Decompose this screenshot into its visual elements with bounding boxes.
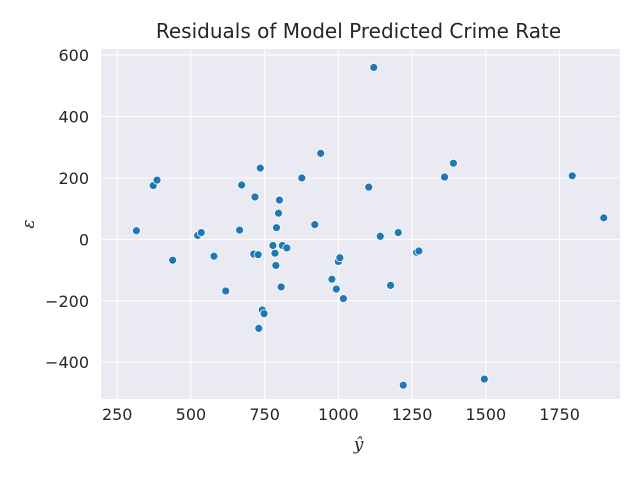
data-point bbox=[274, 208, 283, 218]
data-point bbox=[196, 228, 206, 237]
data-point bbox=[270, 248, 280, 258]
data-point bbox=[168, 255, 178, 265]
x-tick-label: 1000 bbox=[318, 405, 359, 424]
data-point bbox=[440, 172, 449, 182]
data-point bbox=[235, 225, 244, 235]
data-point bbox=[255, 163, 265, 173]
x-tick-labels: 250 500 750 1000 1250 1500 1750 bbox=[102, 405, 580, 424]
data-point bbox=[479, 374, 489, 384]
data-point bbox=[599, 213, 609, 223]
data-point bbox=[335, 253, 345, 263]
data-point bbox=[375, 231, 385, 241]
y-tick-labels: −400 −200 0 200 400 600 bbox=[45, 46, 89, 372]
data-point bbox=[310, 220, 320, 230]
data-point bbox=[567, 171, 577, 181]
plot-area bbox=[101, 49, 620, 399]
data-point bbox=[275, 195, 284, 205]
y-tick-label: −200 bbox=[45, 292, 89, 311]
x-tick-label: 1250 bbox=[392, 405, 433, 424]
y-axis-label: ε bbox=[19, 219, 39, 228]
data-point bbox=[221, 286, 231, 296]
x-tick-label: 500 bbox=[176, 405, 207, 424]
data-point bbox=[386, 281, 395, 290]
data-point bbox=[338, 294, 348, 304]
data-point bbox=[152, 175, 162, 185]
y-tick-label: 200 bbox=[58, 169, 89, 188]
data-point bbox=[268, 241, 278, 250]
data-points bbox=[131, 63, 609, 390]
y-tick-label: 0 bbox=[79, 230, 89, 249]
data-point bbox=[259, 309, 269, 319]
data-point bbox=[209, 251, 219, 261]
grid-lines bbox=[101, 49, 620, 399]
data-point bbox=[414, 246, 424, 256]
data-point bbox=[254, 323, 264, 333]
data-point bbox=[237, 180, 247, 190]
chart-title: Residuals of Model Predicted Crime Rate bbox=[156, 19, 561, 43]
data-point bbox=[271, 261, 281, 270]
y-tick-label: 400 bbox=[58, 108, 89, 127]
data-point bbox=[369, 63, 379, 72]
data-point bbox=[393, 228, 403, 237]
y-tick-label: −400 bbox=[45, 353, 89, 372]
x-axis-label: ŷ bbox=[353, 435, 364, 455]
data-point bbox=[276, 282, 286, 292]
data-point bbox=[316, 148, 326, 158]
data-point bbox=[131, 226, 141, 236]
data-point bbox=[327, 274, 337, 284]
data-point bbox=[272, 223, 281, 233]
x-tick-label: 1750 bbox=[539, 405, 580, 424]
data-point bbox=[364, 182, 374, 192]
data-point bbox=[331, 284, 341, 294]
x-tick-label: 1500 bbox=[465, 405, 506, 424]
data-point bbox=[448, 158, 458, 168]
x-tick-label: 250 bbox=[102, 405, 133, 424]
data-point bbox=[250, 192, 260, 202]
data-point bbox=[297, 173, 307, 183]
y-tick-label: 600 bbox=[58, 46, 89, 65]
data-point bbox=[398, 380, 408, 390]
x-tick-label: 750 bbox=[249, 405, 280, 424]
data-point bbox=[282, 243, 292, 253]
data-point bbox=[253, 250, 263, 260]
